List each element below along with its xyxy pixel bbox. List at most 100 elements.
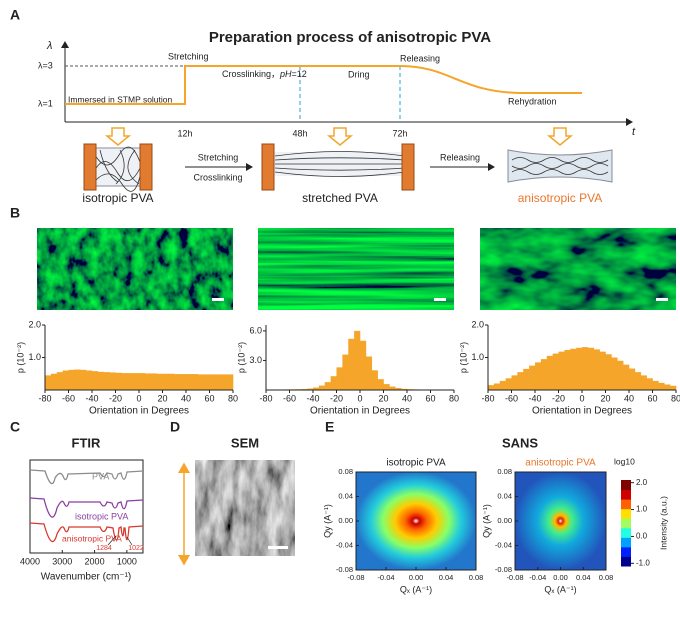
x-tick-label: -0.08 [347,573,364,582]
histogram-bar [493,383,501,390]
histogram-bar [150,373,157,390]
histogram-bar [640,375,647,390]
x-tick-label: -40 [85,393,98,403]
histogram-bar [488,385,495,390]
colorbar-segment [621,508,631,519]
histogram-bar [505,378,512,390]
pointer [126,536,133,546]
colorbar-segment [621,499,631,510]
histogram-bar [203,374,210,390]
x-tick-label: 80 [671,393,680,403]
y-tick-label: 0.04 [338,491,353,500]
histogram-bar [103,372,110,390]
time-tick: 72h [392,128,407,138]
colorbar-tick-label: 1.0 [636,505,648,514]
arrow-label: Crosslinking [193,172,242,182]
x-tick-label: -60 [62,393,75,403]
histogram-bar [629,368,636,390]
clamp [139,143,153,191]
colorbar-segment [621,537,631,548]
sans-map [355,471,477,571]
y-tick-label: 3.0 [249,355,262,365]
histogram-bar [570,348,577,390]
histogram-bar [670,385,677,390]
time-tick: 48h [292,128,307,138]
histogram-bar [86,370,93,390]
histogram-bar [336,367,343,390]
down-arrow [104,127,132,146]
colorbar-tick-label: 2.0 [636,478,648,487]
y-tick-label: 6.0 [249,325,262,335]
histogram-bar [587,347,595,390]
y-tick-label: 1.0 [28,352,41,362]
axis-label: Qy (A⁻¹) [322,504,332,538]
x-tick-label: 80 [228,393,238,403]
x-tick-label: 0.08 [469,573,484,582]
clamp [261,143,275,191]
x-tick-label: 4000 [20,556,40,566]
axis-label: Orientation in Degrees [89,406,189,417]
panel-label: B [10,205,20,221]
histogram-bar [80,369,87,390]
down-arrow [326,127,354,146]
y-tick-label: 0.04 [497,491,512,500]
y-tick-label: 1.0 [471,352,484,362]
panel-label: E [325,419,334,435]
x-tick-label: 0 [136,393,141,403]
histogram-bar [564,350,571,390]
arrow-label: Releasing [440,152,480,162]
histogram-bar [45,375,52,390]
x-tick-label: 40 [181,393,191,403]
x-tick-label: -80 [38,393,51,403]
x-tick-label: -0.04 [529,573,546,582]
stage-label: Immersed in STMP solution [68,94,173,104]
x-tick-label: -20 [330,393,343,403]
histogram-bar [354,330,361,390]
histogram-bar [215,374,222,390]
stage-label: Crosslinking， [222,69,280,79]
x-tick-label: 1000 [117,556,137,566]
y-tick-label: -0.04 [336,540,353,549]
histogram-bar [62,370,69,390]
histogram-bar [389,386,396,390]
x-tick-label: 2000 [85,556,105,566]
colorbar-segment [621,518,631,529]
histogram-bar [133,373,140,390]
histogram-bar [546,355,553,390]
x-tick-label: 20 [157,393,167,403]
histogram-bar [535,362,542,390]
histogram-bar [365,356,373,390]
down-arrow [546,127,574,146]
histogram-bar [499,380,506,390]
histogram-bar [529,365,536,390]
lambda-tick: λ=1 [38,98,53,108]
histogram-bar [576,347,583,390]
pointer [107,535,117,546]
polymer-chains [511,157,609,175]
x-tick-label: 0.08 [599,573,614,582]
stage-label: Dring [348,69,370,79]
histogram-bar [127,373,134,390]
sample-label: stretched PVA [302,191,378,205]
histogram-bar [144,373,152,390]
sample-label: anisotropic PVA [518,191,603,205]
gel-sample [91,147,145,187]
x-tick-label: 0.00 [553,573,568,582]
x-tick-label: 80 [449,393,459,403]
histogram-bar [197,374,204,390]
axis-label: p (10⁻²) [15,342,25,373]
histogram-bar [523,368,530,390]
panel-title: FTIR [72,435,101,450]
micrograph [480,228,676,310]
x-tick-label: -80 [481,393,494,403]
peak-label: 1022 [128,545,144,552]
histogram-bar [307,388,314,390]
x-tick-label: -20 [552,393,565,403]
polymer-chains [274,151,406,177]
axis-label: Orientation in Degrees [532,406,632,417]
x-tick-label: 20 [600,393,610,403]
x-tick-label: -60 [505,393,518,403]
sans-map [514,471,607,571]
histogram-bar [652,380,659,390]
